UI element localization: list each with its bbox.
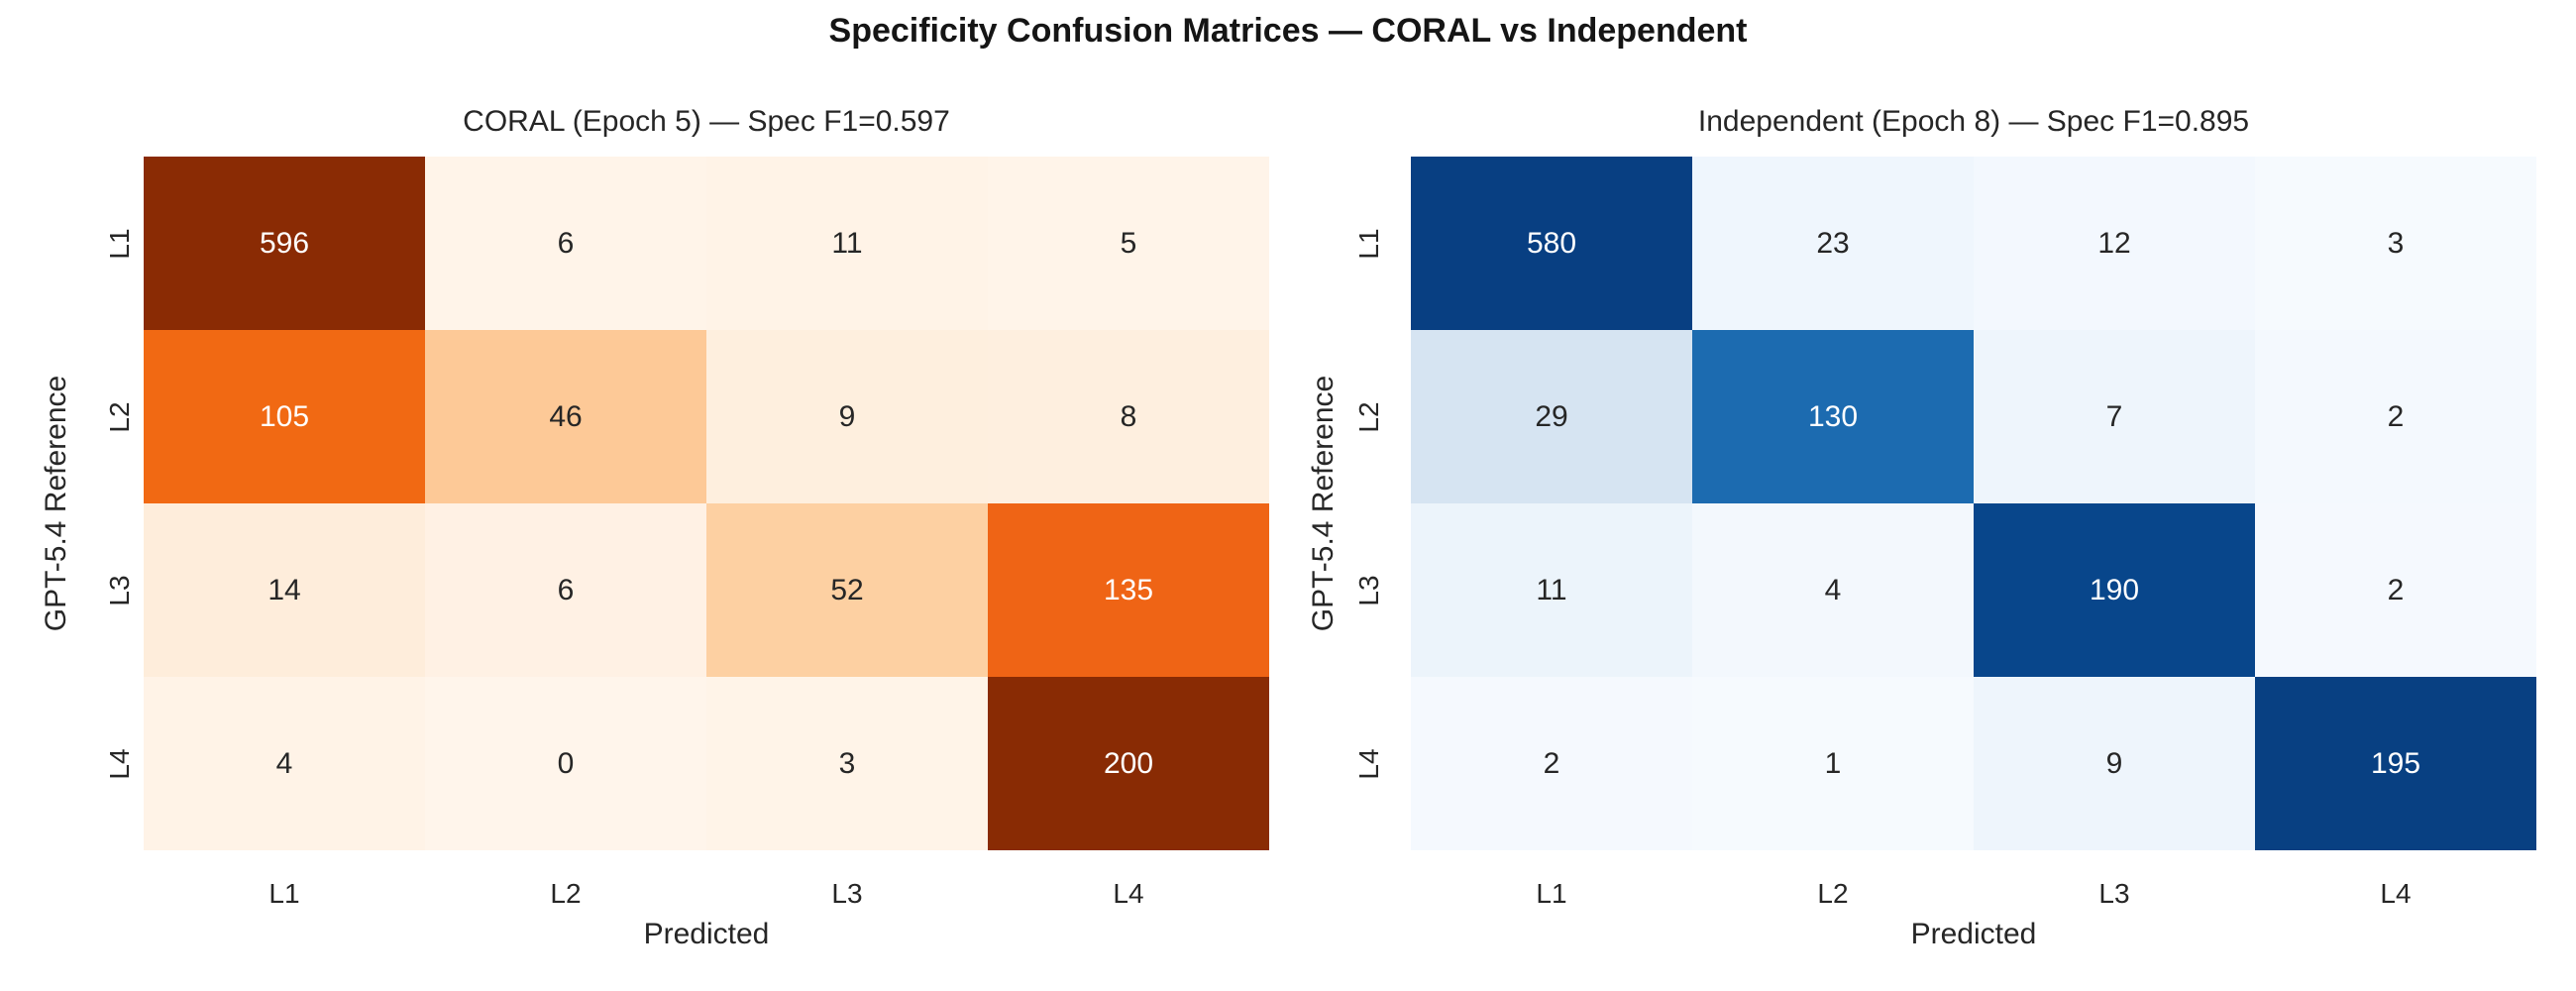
independent-cell-L1-L1: 580 — [1411, 157, 1692, 330]
independent-cell-L2-L3: 7 — [1974, 330, 2255, 503]
coral-cell-L4-L2: 0 — [425, 677, 706, 850]
coral-cell-L3-L2: 6 — [425, 503, 706, 677]
independent-ytick-L2: L2 — [1353, 401, 1384, 433]
independent-xtick-L1: L1 — [1536, 878, 1567, 909]
independent-ytick-L3: L3 — [1353, 575, 1384, 606]
independent-cell-L4-L1: 2 — [1411, 677, 1692, 850]
figure-title: Specificity Confusion Matrices — CORAL v… — [828, 12, 1748, 50]
independent-cell-L2-L1: 29 — [1411, 330, 1692, 503]
independent-cell-L1-L3: 12 — [1974, 157, 2255, 330]
coral-cell-L1-L3: 11 — [706, 157, 988, 330]
coral-cell-L4-L3: 3 — [706, 677, 988, 850]
coral-cell-L3-L3: 52 — [706, 503, 988, 677]
independent-heatmap: 580 23 12 3 29 130 7 2 11 4 190 2 2 1 9 195 — [1411, 157, 2536, 850]
independent-x-axis-label: Predicted — [1910, 918, 2037, 950]
coral-xtick-L3: L3 — [831, 878, 863, 909]
coral-xtick-L4: L4 — [1113, 878, 1144, 909]
independent-cell-L2-L4: 2 — [2255, 330, 2536, 503]
coral-cell-L2-L2: 46 — [425, 330, 706, 503]
coral-cell-L1-L2: 6 — [425, 157, 706, 330]
coral-ytick-L3: L3 — [104, 575, 135, 606]
coral-xtick-L1: L1 — [268, 878, 300, 909]
independent-cell-L3-L4: 2 — [2255, 503, 2536, 677]
coral-ytick-L4: L4 — [104, 748, 135, 780]
coral-cell-L1-L4: 5 — [988, 157, 1269, 330]
independent-cell-L1-L4: 3 — [2255, 157, 2536, 330]
independent-xtick-L3: L3 — [2098, 878, 2130, 909]
coral-cell-L1-L1: 596 — [144, 157, 425, 330]
coral-ytick-L2: L2 — [104, 401, 135, 433]
independent-xtick-L4: L4 — [2380, 878, 2412, 909]
coral-cell-L4-L4: 200 — [988, 677, 1269, 850]
independent-ytick-L1: L1 — [1353, 228, 1384, 260]
coral-cell-L2-L4: 8 — [988, 330, 1269, 503]
coral-cell-L2-L1: 105 — [144, 330, 425, 503]
coral-cell-L4-L1: 4 — [144, 677, 425, 850]
coral-cell-L2-L3: 9 — [706, 330, 988, 503]
independent-cell-L3-L3: 190 — [1974, 503, 2255, 677]
independent-cell-L4-L2: 1 — [1692, 677, 1974, 850]
coral-x-axis-label: Predicted — [643, 918, 770, 950]
independent-cell-L3-L1: 11 — [1411, 503, 1692, 677]
coral-xtick-L2: L2 — [550, 878, 582, 909]
coral-subplot-title: CORAL (Epoch 5) — Spec F1=0.597 — [463, 105, 950, 138]
independent-subplot-title: Independent (Epoch 8) — Spec F1=0.895 — [1697, 105, 2250, 138]
coral-heatmap: 596 6 11 5 105 46 9 8 14 6 52 135 4 0 3 200 — [144, 157, 1269, 850]
independent-cell-L3-L2: 4 — [1692, 503, 1974, 677]
independent-ytick-L4: L4 — [1353, 748, 1384, 780]
coral-y-axis-label: GPT-5.4 Reference — [40, 375, 72, 632]
coral-cell-L3-L4: 135 — [988, 503, 1269, 677]
coral-xticks: L1 L2 L3 L4 — [144, 874, 1269, 914]
independent-xtick-L2: L2 — [1817, 878, 1849, 909]
independent-xticks: L1 L2 L3 L4 — [1411, 874, 2536, 914]
independent-y-axis-label: GPT-5.4 Reference — [1307, 375, 1340, 632]
independent-cell-L4-L4: 195 — [2255, 677, 2536, 850]
coral-cell-L3-L1: 14 — [144, 503, 425, 677]
coral-ytick-L1: L1 — [104, 228, 135, 260]
independent-cell-L2-L2: 130 — [1692, 330, 1974, 503]
independent-cell-L4-L3: 9 — [1974, 677, 2255, 850]
independent-cell-L1-L2: 23 — [1692, 157, 1974, 330]
